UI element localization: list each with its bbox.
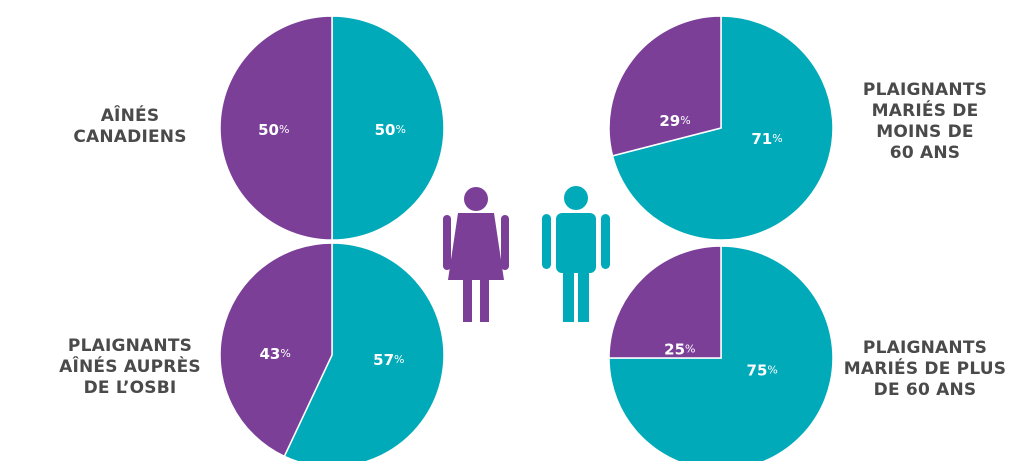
pie-0: 50% 50% [219,15,445,241]
pie-3-label-women: 25% [664,340,695,358]
man-icon-head [564,186,588,210]
man-icon-leg-left [563,266,574,322]
woman-icon-arm-right [501,215,509,270]
pie-title-3-line-2: DE 60 ANS [873,380,977,400]
pie-2-label-men: 71% [751,129,782,147]
pie-title-1-line-0: PLAIGNANTS [67,336,193,356]
pie-title-0-line-1: CANADIENS [73,127,187,147]
pie-2: 71% 29% [608,15,834,241]
pie-title-2-line-0: PLAIGNANTS [862,80,988,100]
pie-title-1: PLAIGNANTS AÎNÉS AUPRÈS DE L’OSBI [40,336,220,399]
pie-1-slice-women [219,242,333,458]
pie-title-2-line-3: 60 ANS [889,143,961,163]
pie-2-slice-men [611,15,834,241]
man-icon-arm-right [601,214,610,269]
pie-title-2-line-1: MARIÉS DE [871,101,979,121]
pie-0-slice-men [331,15,445,241]
pie-1-label-men: 57% [373,351,404,369]
pie-0-label-men: 50% [375,121,406,139]
pie-title-2-line-2: MOINS DE [876,122,974,142]
woman-icon-arm-left [443,215,451,270]
woman-icon-head [464,187,488,211]
woman-icon [443,187,509,322]
pie-title-0-line-0: AÎNÉS [100,106,160,126]
woman-icon-leg-left [463,276,472,322]
pie-title-3-line-0: PLAIGNANTS [862,338,988,358]
pie-1: 57% 43% [219,242,445,461]
pie-0-label-women: 50% [258,121,289,139]
pie-3-slice-women [608,245,722,359]
pie-3-label-men: 75% [747,361,778,379]
woman-icon-dress [448,213,504,280]
man-icon-arm-left [542,214,551,269]
woman-icon-leg-right [480,276,489,322]
pie-title-2: PLAIGNANTS MARIÉS DE MOINS DE 60 ANS [835,80,1015,164]
pie-title-3-line-1: MARIÉS DE PLUS [843,359,1007,379]
pie-title-1-line-2: DE L’OSBI [83,378,177,398]
pie-title-1-line-1: AÎNÉS AUPRÈS [59,357,201,377]
man-icon-leg-right [578,266,589,322]
pie-2-slice-women [608,15,722,157]
pie-1-label-women: 43% [259,344,290,362]
pie-0-slice-women [219,15,333,241]
pie-title-0: AÎNÉS CANADIENS [40,106,220,148]
pie-3: 75% 25% [608,245,834,461]
man-icon-torso [556,213,596,273]
pie-1-slice-men [283,242,445,461]
man-icon [542,186,610,322]
pie-title-3: PLAIGNANTS MARIÉS DE PLUS DE 60 ANS [835,338,1015,401]
pie-2-label-women: 29% [659,112,690,130]
